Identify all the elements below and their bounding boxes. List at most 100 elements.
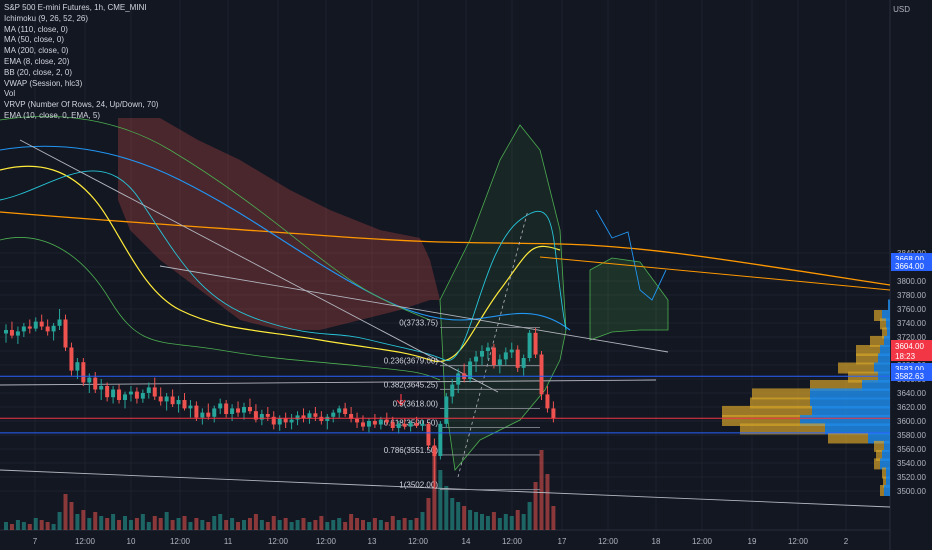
legend-ma-50[interactable]: MA (50, close, 0) [4,35,65,45]
price-tick-label: 3600.00 [897,417,926,426]
volume-bar [105,518,110,530]
indicator-legend[interactable]: S&P 500 E-mini Futures, 1h, CME_MINI Ich… [4,3,158,122]
volume-bars [4,450,556,530]
volume-bar [9,524,14,530]
candle-body [176,400,181,405]
legend-symbol[interactable]: S&P 500 E-mini Futures, 1h, CME_MINI [4,3,147,12]
candle-body [21,326,26,332]
volume-bar [236,522,241,530]
candle-body [295,415,300,420]
volume-bar [491,512,496,530]
candle-body [491,347,496,365]
indicator-lines [0,115,891,381]
legend-ma-110[interactable]: MA (110, close, 0) [4,24,68,34]
time-tick-label: 12:00 [408,537,429,546]
price-label-bg [891,350,932,361]
volume-bar [15,520,20,530]
volume-bar [444,486,449,530]
fib-level-label: 0.5(3618.00) [393,399,439,408]
price-label-bg [891,253,932,264]
cloud-bull [589,257,669,341]
candle-body [57,319,62,326]
ema-line [0,170,567,361]
profile-row-up [880,458,890,470]
profile-row-up [886,476,890,488]
candle-body [480,351,484,357]
down-arrow-marker [396,394,406,406]
horizontal-lines[interactable] [0,375,890,434]
volume-bar [527,502,532,530]
legend-vwap[interactable]: VWAP (Session, hlc3) [4,78,83,88]
legend-ema-10[interactable]: EMA (10, close, 0, EMA, 5) [4,110,101,120]
candle-body [313,413,318,417]
profile-row-down [722,405,812,417]
candle-body [551,408,556,419]
candle-body [545,394,550,409]
candle-body [408,423,413,427]
volume-bar [456,502,461,530]
volume-bar [337,518,342,530]
volume-bar [485,516,490,530]
volume-bar [170,520,175,530]
candle-body [420,423,425,426]
volume-bar [230,518,235,530]
volume-bar [69,502,74,530]
candle-body [87,377,92,383]
time-tick-label: 19 [748,537,757,546]
time-axis[interactable]: 7 12:00 10 12:00 11 12:00 12:00 13 12:00 14 12:00 1… [33,537,849,546]
candle-body [372,421,377,425]
candle-body [355,418,360,423]
volume-bar [355,518,360,530]
price-label-bg [891,260,932,271]
volume-bar [468,510,473,530]
candle-body [105,386,110,398]
profile-row-down [880,318,886,330]
legend-ichimoku[interactable]: Ichimoku (9, 26, 52, 26) [4,13,89,23]
ma-200-line [0,211,891,286]
price-tick-label: 3780.00 [897,291,926,300]
candle-body [194,405,199,418]
profile-row-down [838,362,874,374]
price-tick-label: 3540.00 [897,459,926,468]
orange-trend-line [539,256,891,291]
candle-body [224,403,229,414]
candle-body [123,394,127,400]
volume-bar [242,520,246,530]
volume-bar [259,520,264,530]
candle-body [509,349,514,353]
time-tick-label: 12:00 [788,537,809,546]
legend-vol[interactable]: Vol [4,89,16,99]
ma-50-line [0,165,561,363]
volume-bar [414,518,419,530]
legend-ma-200[interactable]: MA (200, close, 0) [4,46,69,56]
candle-body [265,414,270,417]
volume-bar [218,514,223,530]
legend-bb[interactable]: BB (20, close, 2, 0) [4,67,73,77]
candle-body [93,377,98,390]
time-tick-label: 12:00 [316,537,337,546]
price-label-bg [891,370,932,381]
candle-body [111,389,116,398]
candle-body [117,389,122,400]
legend-vrvp[interactable]: VRVP (Number Of Rows, 24, Up/Down, 70) [4,100,159,110]
fib-level-label: 0.786(3551.50) [384,446,439,455]
candle-body [271,416,276,425]
time-tick-label: 11 [224,537,233,546]
candle-body [521,358,526,368]
profile-row-down [722,415,800,426]
volume-bar [87,518,92,530]
profile-row-down [810,380,862,391]
candle-body [426,423,431,446]
candle-body [474,356,479,362]
profile-row-up [878,353,890,365]
candle-body [164,396,169,402]
candle-body [337,408,342,413]
legend-ema-8[interactable]: EMA (8, close, 20) [4,56,70,66]
volume-bar [390,516,395,530]
volume-bar [176,518,181,530]
trend-lines[interactable] [0,139,891,508]
candle-body [170,396,175,405]
profile-row-up [810,388,890,400]
